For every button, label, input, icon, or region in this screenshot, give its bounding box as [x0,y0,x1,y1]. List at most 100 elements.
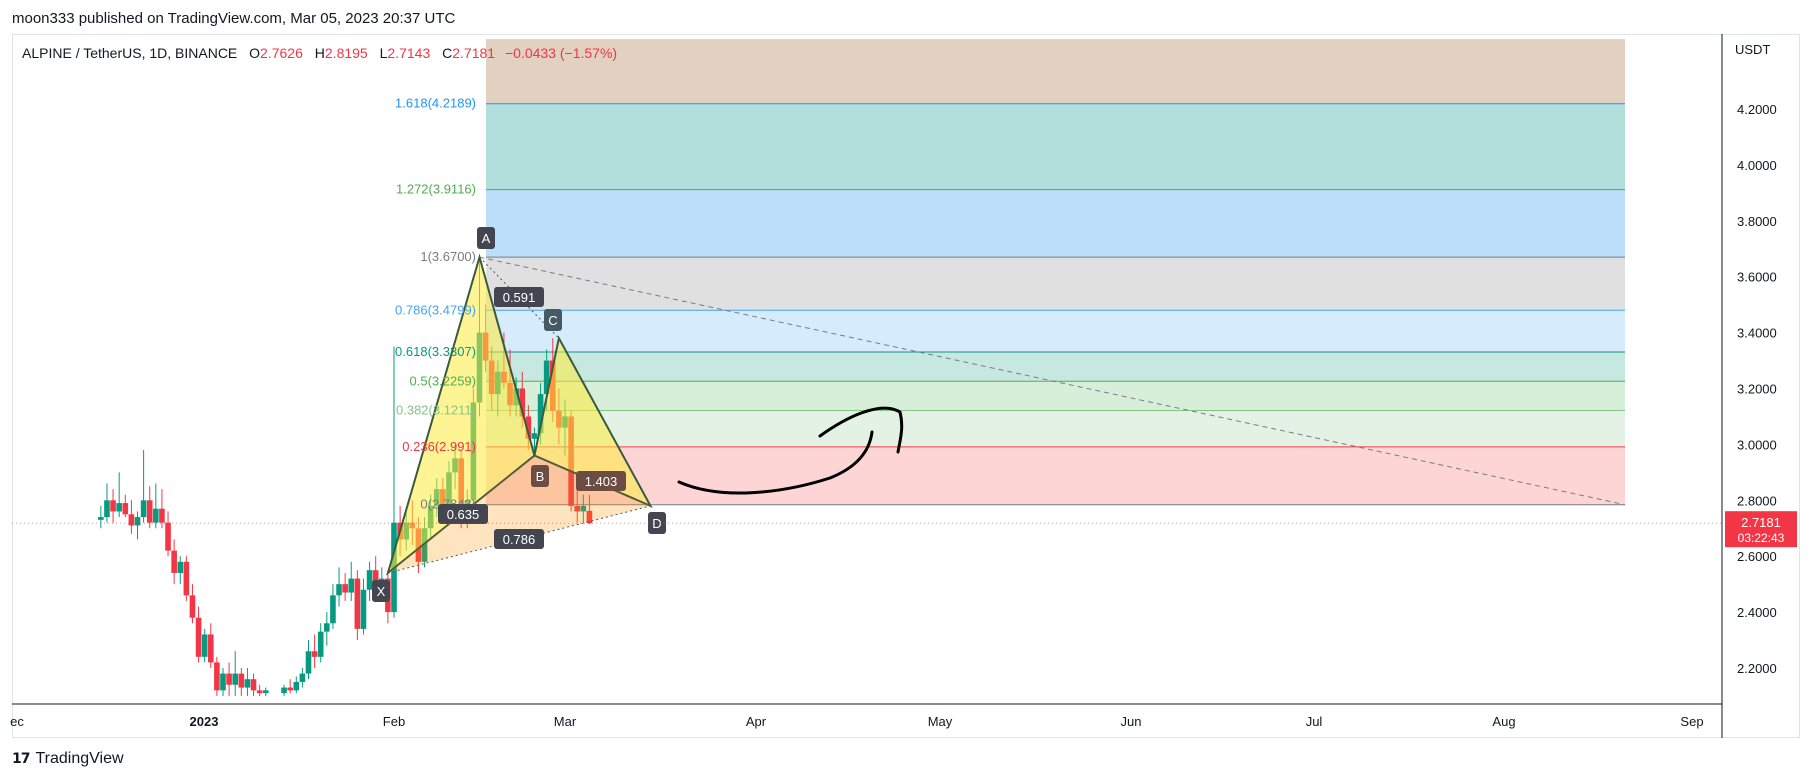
candle-body [140,500,147,518]
bcd-ratio-label-bg [576,471,626,491]
fib-band [486,189,1625,258]
price-tick-label: 3.8000 [1737,214,1777,229]
price-tick-label: 3.0000 [1737,437,1777,452]
xad-ratio-label-bg [494,529,544,549]
abc-ratio-label-bg [494,287,544,307]
change-value: −0.0433 (−1.57%) [504,45,618,61]
price-tick-label: 2.6000 [1737,549,1777,564]
high-label: H [314,45,325,61]
fib-band [486,310,1625,352]
candle-body [537,394,544,434]
tradingview-logo-icon: 17 [12,751,31,767]
candle-body [372,570,379,585]
fib-band-top [486,39,1625,104]
candle-body [586,510,593,524]
candle-body [336,584,342,596]
candle-body [574,505,581,512]
candle-body [134,517,141,526]
fib-band [486,103,1625,190]
point-a-bg [477,227,495,249]
brand-name: TradingView [35,750,124,767]
drawn-arrow-curve [677,430,874,495]
close-label: C [442,45,453,61]
low-value: 2.7143 [387,45,431,61]
candle-body [299,673,306,682]
price-tick-label: 2.8000 [1737,493,1777,508]
tradingview-brand[interactable]: 17 TradingView [12,750,124,768]
low-label: L [379,45,388,61]
xad-ratio-label: 0.786 [503,532,536,547]
symbol-pair[interactable]: ALPINE / TetherUS, 1D, BINANCE [22,45,238,61]
candle-body [342,584,348,593]
point-b-bg [531,465,549,487]
time-tick-label: Jun [1121,714,1142,729]
candle-body [348,578,355,593]
fib-band [486,446,1625,505]
chart-frame [12,34,1800,738]
time-tick-label: ec [10,714,24,729]
fib-label: 1.618(4.2189) [395,96,476,111]
fib-label: 0.618(3.3307) [395,344,476,359]
price-tick-label: 2.2000 [1737,661,1777,676]
point-x-label: X [377,584,386,599]
candle-body [189,595,196,618]
candle-body [305,651,312,674]
candle-body [311,651,318,657]
candle-body [244,679,251,688]
plot-area: 1.618(4.2189) 1.272(3.9116) 1(3.6700) 0.786… [98,39,1626,696]
countdown-value: 03:22:43 [1738,531,1785,545]
xab-ratio-label: 0.635 [447,507,480,522]
candle-body [232,673,239,685]
candle-body [525,416,532,439]
candle-body [366,570,373,590]
time-tick-label: 2023 [190,714,219,729]
time-tick-label: Jul [1306,714,1323,729]
xb-dotted [387,455,535,574]
candle-body [165,522,171,551]
time-tick-label: Sep [1680,714,1703,729]
bcd-ratio-label: 1.403 [585,474,618,489]
point-x-bg [372,580,390,602]
high-value: 2.8195 [324,45,368,61]
candle-body [360,589,367,629]
price-tick-label: 3.2000 [1737,382,1777,397]
candle-body [153,508,159,523]
candle-body [317,631,324,657]
price-axis-currency: USDT [1735,42,1770,57]
time-tick-label: Apr [746,714,767,729]
fib-label: 1(3.6700) [420,249,476,264]
drawn-arrow-head [818,406,904,454]
last-price-value: 2.7181 [1741,515,1781,530]
candle-body [519,388,526,417]
candle-body [104,500,110,518]
candle-body [220,673,226,691]
time-tick-label: Mar [554,714,577,729]
last-price-badge [1725,511,1797,548]
candle-body [177,561,184,573]
candle-body [110,500,116,512]
candle-body [531,433,538,439]
candle-body [122,503,129,515]
price-tick-label: 3.6000 [1737,270,1777,285]
candle-body [256,690,263,694]
fib-label: 0.382(3.1211) [396,403,476,418]
candle-body [171,550,177,573]
candle-body [421,528,428,562]
candle-body [580,505,587,512]
candle-body [281,687,287,694]
candle-body [207,634,214,663]
candle-body [250,679,257,691]
time-tick-label: May [928,714,953,729]
open-label: O [249,45,261,61]
fib-label: 0.236(2.991) [402,439,476,454]
close-value: 2.7181 [452,45,496,61]
fib-label: 0.5(3.2259) [410,373,477,388]
candle-body [330,595,336,624]
price-tick-label: 3.4000 [1737,326,1777,341]
candle-body [116,503,122,512]
price-tick-label: 4.2000 [1737,102,1777,117]
candle-body [128,514,135,526]
fib-label: 0.786(3.4799) [395,302,476,317]
candle-body [201,634,208,657]
